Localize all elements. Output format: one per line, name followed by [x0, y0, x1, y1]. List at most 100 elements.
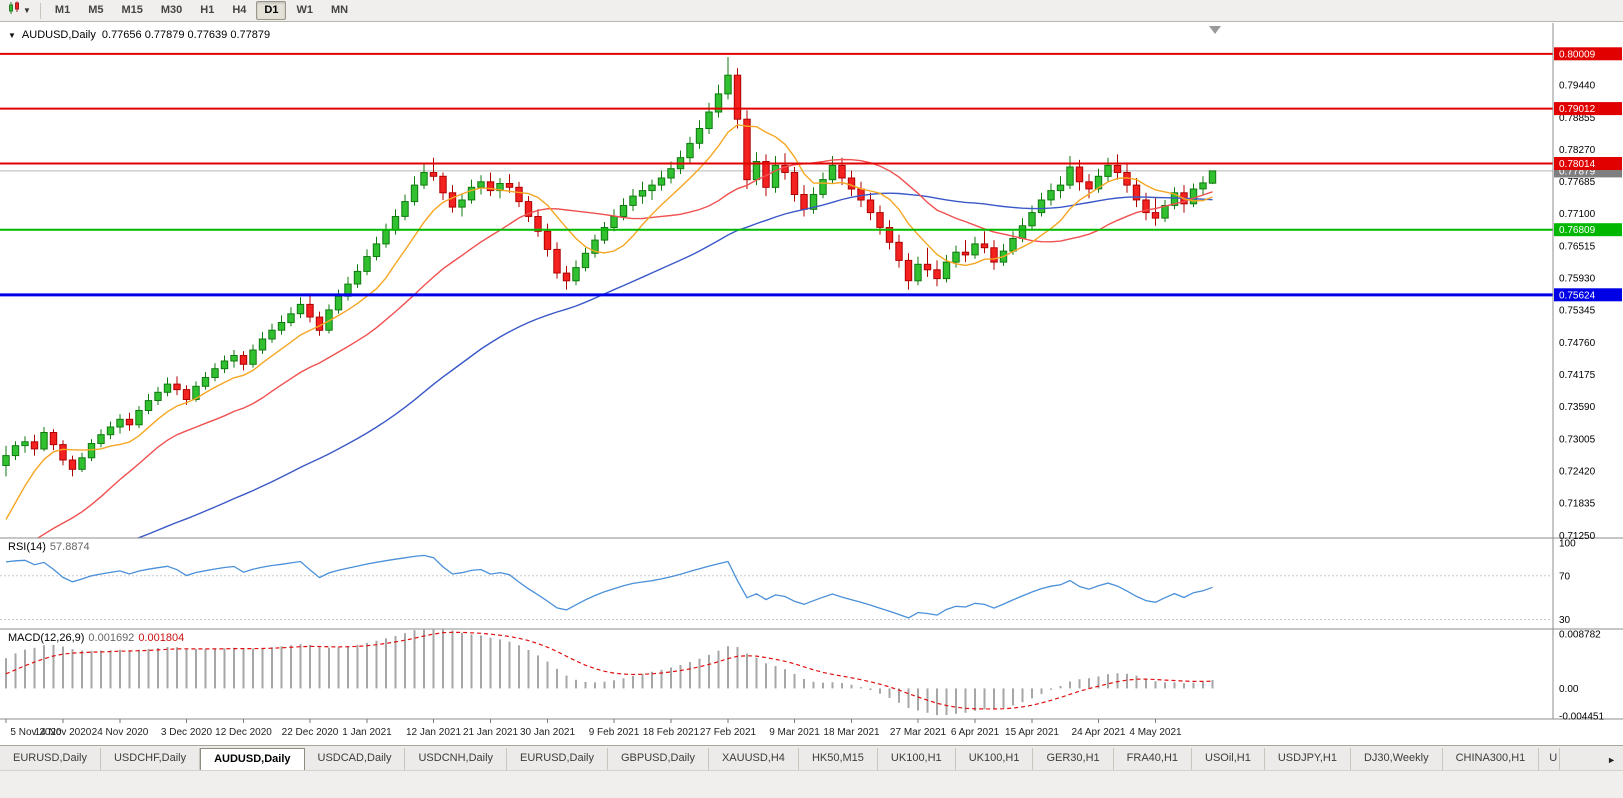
timeframe-button-d1[interactable]: D1: [256, 1, 287, 20]
macd-name: MACD(12,26,9): [8, 632, 85, 644]
macd-main-value: 0.001692: [88, 632, 135, 644]
ma-21-line: [36, 158, 1213, 538]
chart-canvas[interactable]: 0.79440 0.78855 0.78270 0.77685 0.77100 0.765…: [0, 23, 1623, 745]
price-tick-label: 0.75345: [1559, 306, 1596, 317]
ohlc-values: 0.77656 0.77879 0.77639 0.77879: [101, 29, 271, 41]
timeframe-group: M1 M5 M15 M30 H1 H4 D1 W1 MN: [47, 1, 358, 20]
price-tag: [1554, 223, 1622, 237]
macd-tick-label: -0.004451: [1559, 712, 1604, 723]
chart-tab-audusd-daily[interactable]: AUDUSD,Daily: [200, 748, 305, 770]
date-label: 27 Mar 2021: [890, 727, 947, 738]
ma-55-line: [136, 192, 1213, 538]
date-label: 5 Nov 2020: [10, 727, 62, 738]
price-tag: [1554, 288, 1622, 302]
macd-label: MACD(12,26,9) 0.001692 0.001804: [8, 632, 185, 644]
candlestick-chart-icon: [7, 1, 21, 20]
price-tag-label: 0.76809: [1559, 225, 1596, 236]
date-label: 21 Jan 2021: [463, 727, 518, 738]
chart-tab-usoil-h1[interactable]: USOil,H1: [1192, 748, 1265, 770]
chart-tab-usdcad-daily[interactable]: USDCAD,Daily: [304, 748, 406, 770]
price-tag-label: 0.80009: [1559, 49, 1596, 60]
timeframe-button-h1[interactable]: H1: [200, 4, 215, 16]
price-tick-label: 0.77100: [1559, 209, 1596, 220]
date-label: 27 Feb 2021: [700, 727, 757, 738]
chart-tab-usdjpy-h1[interactable]: USDJPY,H1: [1264, 748, 1351, 770]
macd-signal-line: [5, 631, 1213, 710]
price-tick-label: 0.74175: [1559, 370, 1596, 381]
date-label: 22 Dec 2020: [282, 727, 339, 738]
chart-tab-ger30-h1[interactable]: GER30,H1: [1033, 748, 1114, 770]
date-label: 9 Mar 2021: [769, 727, 820, 738]
chart-shift-marker[interactable]: [1209, 26, 1221, 34]
candlestick-series: [2, 57, 1217, 477]
price-tag-label: 0.79012: [1559, 104, 1596, 115]
price-tick-label: 0.74760: [1559, 338, 1596, 349]
chart-tab-uk100-h1[interactable]: UK100,H1: [955, 748, 1034, 770]
chart-tab-bar: EURUSD,Daily USDCHF,Daily AUDUSD,Daily USDC…: [0, 745, 1623, 770]
chart-tab-uk100-h1[interactable]: UK100,H1: [877, 748, 956, 770]
price-tag: [1554, 102, 1622, 116]
price-tag: [1554, 47, 1622, 61]
ma-8-line: [5, 124, 1213, 520]
chart-tab-china300-h1[interactable]: CHINA300,H1: [1442, 748, 1540, 770]
date-label: 9 Feb 2021: [589, 727, 640, 738]
chart-tab-usdcnh-daily[interactable]: USDCNH,Daily: [405, 748, 508, 770]
price-tick-label: 0.75930: [1559, 274, 1596, 285]
date-label: 4 May 2021: [1129, 727, 1182, 738]
date-label: 30 Jan 2021: [520, 727, 575, 738]
quick-trade-arrow-icon[interactable]: ▼: [8, 30, 16, 40]
date-label: 24 Nov 2020: [92, 727, 149, 738]
timeframe-button-m5[interactable]: M5: [88, 4, 104, 16]
date-label: 18 Feb 2021: [643, 727, 700, 738]
chart-tab-eurusd-daily[interactable]: EURUSD,Daily: [507, 748, 608, 770]
price-tick-label: 0.71250: [1559, 531, 1596, 542]
chart-tab-overflow[interactable]: U: [1539, 748, 1561, 770]
macd-histogram: [5, 629, 1214, 716]
price-tag-label: 0.77879: [1559, 166, 1596, 177]
price-tag-label: 0.75624: [1559, 290, 1596, 301]
rsi-value: 57.8874: [49, 541, 90, 553]
chart-tab-xauusd-h4[interactable]: XAUUSD,H4: [708, 748, 799, 770]
timeframe-button-mn[interactable]: MN: [330, 4, 349, 16]
chart-type-button[interactable]: ▼: [4, 1, 34, 20]
date-label: 6 Apr 2021: [951, 727, 1000, 738]
chart-tab-eurusd-daily[interactable]: EURUSD,Daily: [0, 748, 101, 770]
chart-title: ▼ AUDUSD,Daily 0.77656 0.77879 0.77639 0…: [8, 29, 270, 41]
chevron-down-icon: ▼: [23, 6, 31, 15]
price-tick-label: 0.73590: [1559, 402, 1596, 413]
chart-window: 0.79440 0.78855 0.78270 0.77685 0.77100 0.765…: [0, 23, 1623, 745]
rsi-tick-label: 30: [1559, 615, 1571, 626]
price-tick-label: 0.79440: [1559, 81, 1596, 92]
date-label: 12 Dec 2020: [215, 727, 272, 738]
macd-tick-label: 0.00: [1559, 684, 1579, 695]
chart-tab-fra40-h1[interactable]: FRA40,H1: [1113, 748, 1193, 770]
price-tick-label: 0.73005: [1559, 434, 1596, 445]
chart-tab-usdchf-daily[interactable]: USDCHF,Daily: [100, 748, 201, 770]
timeframe-button-h4[interactable]: H4: [232, 4, 247, 16]
price-tick-label: 0.78855: [1559, 113, 1596, 124]
timeframe-button-m15[interactable]: M15: [121, 4, 143, 16]
rsi-tick-label: 70: [1559, 571, 1571, 582]
price-tick-label: 0.77685: [1559, 177, 1596, 188]
timeframe-button-w1[interactable]: W1: [296, 4, 313, 16]
rsi-label: RSI(14) 57.8874: [8, 541, 90, 553]
date-label: 3 Dec 2020: [161, 727, 213, 738]
toolbar: ▼ M1 M5 M15 M30 H1 H4 D1 W1 MN: [0, 0, 1623, 22]
rsi-name: RSI(14): [8, 541, 46, 553]
chart-tab-gbpusd-daily[interactable]: GBPUSD,Daily: [608, 748, 709, 770]
date-label: 1 Jan 2021: [342, 727, 392, 738]
price-tick-label: 0.72420: [1559, 466, 1596, 477]
bottom-strip: [0, 770, 1623, 798]
chart-tab-dj30-weekly[interactable]: DJ30,Weekly: [1350, 748, 1443, 770]
price-tick-label: 0.76515: [1559, 241, 1596, 252]
chart-tab-hk50-m15[interactable]: HK50,M15: [798, 748, 878, 770]
date-label: 15 Apr 2021: [1005, 727, 1059, 738]
date-label: 18 Mar 2021: [823, 727, 880, 738]
timeframe-button-m1[interactable]: M1: [54, 4, 71, 16]
tab-scroll-right-icon[interactable]: ►: [1607, 755, 1616, 765]
rsi-line: [5, 554, 1213, 619]
symbol-period-label: AUDUSD,Daily: [21, 29, 96, 41]
price-tag-label: 0.78014: [1559, 159, 1596, 170]
timeframe-button-m30[interactable]: M30: [160, 4, 183, 16]
